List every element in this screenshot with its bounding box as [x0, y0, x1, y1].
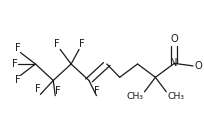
Text: F: F — [15, 43, 21, 53]
Text: F: F — [94, 86, 99, 96]
Text: F: F — [79, 39, 85, 49]
Text: F: F — [12, 59, 18, 69]
Text: F: F — [55, 86, 61, 96]
Text: F: F — [54, 39, 60, 49]
Text: F: F — [35, 84, 40, 94]
Text: N: N — [171, 58, 178, 68]
Text: CH₃: CH₃ — [167, 93, 184, 102]
Text: O: O — [170, 34, 178, 44]
Text: O: O — [195, 61, 202, 71]
Text: CH₃: CH₃ — [126, 93, 143, 102]
Text: F: F — [15, 75, 21, 85]
